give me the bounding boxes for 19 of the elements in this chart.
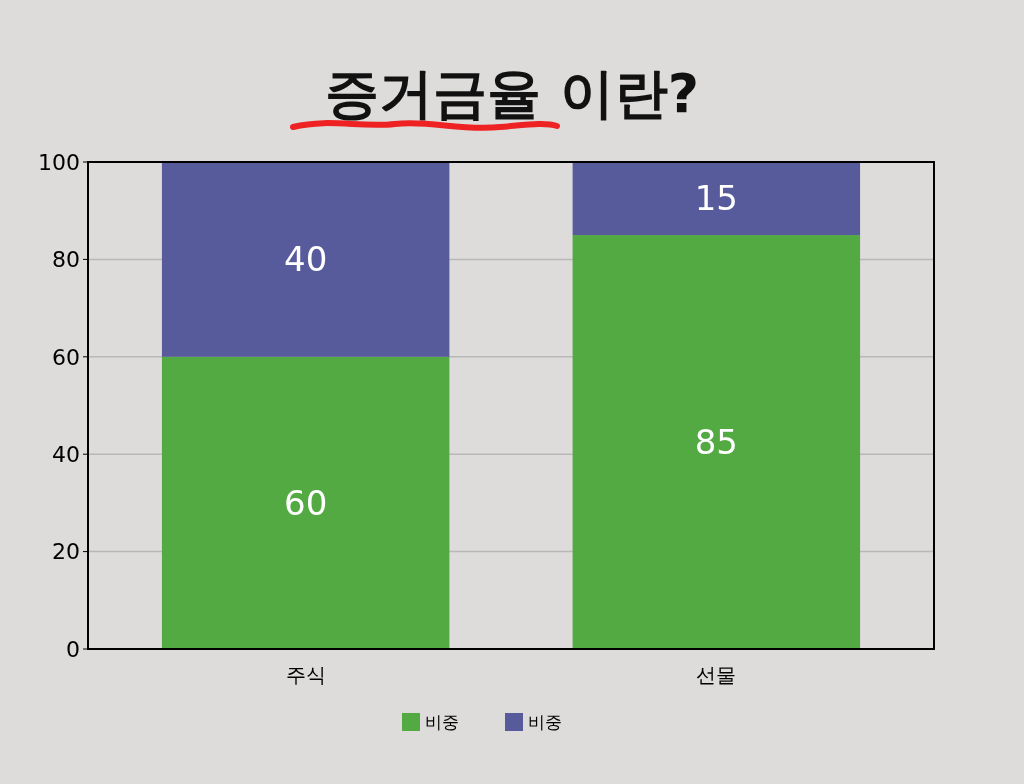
y-tick-label: 40 — [52, 441, 80, 467]
legend-label: 비중 — [528, 711, 562, 732]
y-tick-label: 20 — [52, 539, 80, 565]
bar — [161, 356, 450, 649]
y-tick-label: 60 — [52, 344, 80, 370]
data-label: 40 — [284, 239, 328, 280]
bar — [161, 162, 450, 357]
data-label: 85 — [694, 421, 738, 462]
data-label: 60 — [284, 482, 328, 523]
bar — [572, 235, 861, 649]
bar — [572, 162, 861, 236]
data-label: 15 — [694, 178, 738, 219]
y-tick-label: 80 — [52, 247, 80, 273]
legend-label: 비중 — [425, 711, 459, 732]
y-tick-label: 100 — [38, 149, 80, 175]
chart-title: 증거금율 이란? — [324, 62, 700, 125]
x-tick-label: 주식 — [285, 663, 326, 687]
x-tick-label: 선물 — [696, 663, 737, 687]
y-tick-label: 0 — [66, 636, 80, 662]
